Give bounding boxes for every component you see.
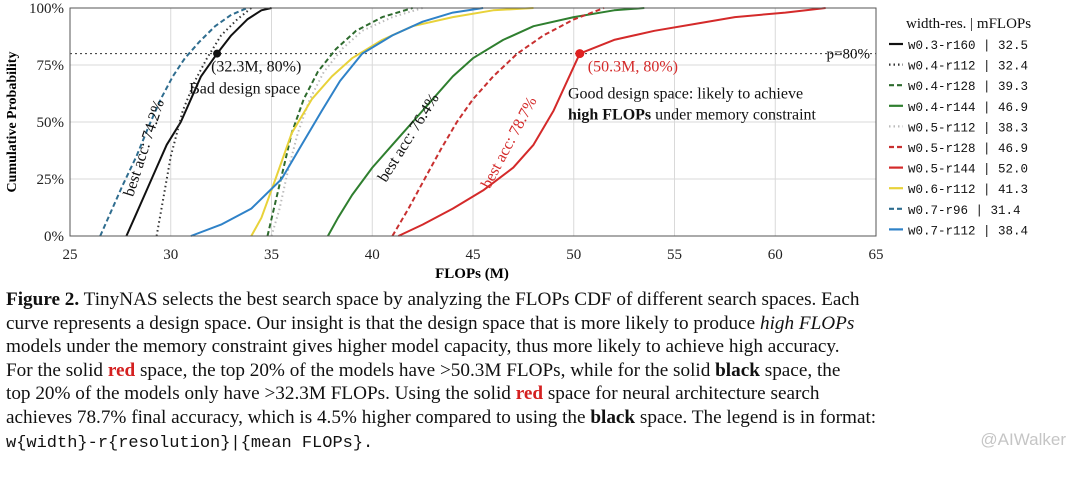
- watermark: @AIWalker: [980, 430, 1066, 449]
- caption-text: space. The legend is in format:: [635, 406, 877, 428]
- y-tick-label: 0%: [44, 229, 64, 245]
- caption-text: space, the: [759, 359, 841, 381]
- series-line-9: [190, 7, 484, 237]
- caption-mono: w{width}-r{resolution}|{mean FLOPs}.: [6, 433, 374, 453]
- legend-label-3: w0.4-r144 | 46.9: [908, 101, 1028, 115]
- caption-italic: high FLOPs: [759, 312, 855, 334]
- legend-label-0: w0.3-r160 | 32.5: [908, 39, 1028, 53]
- annotation-best-acc-2: best acc: 78.7%: [478, 94, 540, 191]
- plot-frame: [69, 7, 877, 237]
- series-line-6: [397, 7, 826, 237]
- annotations: (32.3M, 80%) Bad design space (50.3M, 80%)…: [121, 49, 817, 199]
- legend-label-9: w0.7-r112 | 38.4: [908, 224, 1028, 238]
- y-tick-label: 50%: [37, 115, 65, 131]
- caption-line: Figure 2. TinyNAS selects the best searc…: [6, 288, 1074, 312]
- series-line-1: [155, 7, 252, 237]
- x-tick-label: 40: [365, 247, 380, 263]
- axis-ticks: 25 30 35 40 45 50 55 60 65 0% 25% 50% 75% 100%: [29, 1, 884, 263]
- series-line-7: [250, 7, 534, 237]
- annotation-black-point: (32.3M, 80%): [211, 59, 301, 76]
- caption-text: space for neural architecture search: [543, 383, 820, 405]
- legend-label-6: w0.5-r144 | 52.0: [908, 163, 1028, 177]
- caption-text: models under the memory constraint gives…: [6, 336, 840, 358]
- legend-label-7: w0.6-r112 | 41.3: [908, 183, 1028, 197]
- caption-text: curve represents a design space. Our ins…: [6, 312, 760, 334]
- annotation-bold: high FLOPs: [568, 107, 651, 124]
- annotation-bad-design: Bad design space: [189, 81, 300, 98]
- legend-label-1: w0.4-r112 | 32.4: [908, 60, 1028, 74]
- annotation-good-design-line2: high FLOPs under memory constraint: [568, 107, 817, 124]
- y-tick-label: 25%: [37, 172, 65, 188]
- legend: width-res. | mFLOPs w0.3-r160 | 32.5 w0.4-…: [889, 16, 1031, 238]
- x-tick-label: 55: [667, 247, 682, 263]
- caption-text: achieves 78.7% final accuracy, which is …: [6, 406, 591, 428]
- series-line-0: [125, 7, 272, 237]
- caption-text: TinyNAS selects the best search space by…: [79, 289, 860, 310]
- caption-figure-label: Figure 2.: [6, 289, 80, 310]
- caption-black: black: [715, 359, 760, 381]
- x-tick-label: 30: [163, 247, 178, 263]
- annotation-red-point: (50.3M, 80%): [588, 59, 678, 76]
- x-tick-label: 60: [768, 247, 783, 263]
- caption-line: top 20% of the models only have >32.3M F…: [6, 382, 1074, 406]
- caption-line: achieves 78.7% final accuracy, which is …: [6, 406, 1074, 430]
- legend-label-8: w0.7-r96 | 31.4: [908, 204, 1021, 218]
- annotation-best-acc-1: best acc: 76.4%: [375, 91, 443, 186]
- caption-text: space, the top 20% of the models have >5…: [135, 359, 716, 381]
- legend-label-4: w0.5-r112 | 38.3: [908, 121, 1028, 135]
- x-tick-label: 45: [466, 247, 481, 263]
- caption-red: red: [515, 383, 544, 405]
- reference-line-p80: p=80%: [70, 47, 876, 63]
- y-tick-label: 75%: [37, 58, 65, 74]
- legend-label-5: w0.5-r128 | 46.9: [908, 142, 1028, 156]
- y-axis-label: Cumulative Probability: [5, 52, 20, 193]
- reference-line-label: p=80%: [827, 47, 870, 63]
- x-tick-label: 50: [566, 247, 581, 263]
- marker-red: [575, 49, 585, 59]
- series-line-2: [266, 7, 413, 237]
- caption-text: For the solid: [6, 359, 108, 381]
- caption-text: top 20% of the models only have >32.3M F…: [6, 383, 516, 405]
- x-tick-label: 65: [869, 247, 884, 263]
- flops-cdf-chart: p=80% 25 30 35 40 45 50 55 60 650%25%50%75%100% …: [5, 1, 1031, 282]
- caption-line: For the solid red space, the top 20% of …: [6, 359, 1074, 383]
- series-line-4: [270, 7, 423, 237]
- y-tick-label: 100%: [29, 1, 64, 17]
- caption-red: red: [107, 359, 136, 381]
- legend-title: width-res. | mFLOPs: [906, 16, 1031, 32]
- x-tick-label: 35: [264, 247, 279, 263]
- caption-line: models under the memory constraint gives…: [6, 335, 1074, 359]
- series-line-3: [327, 7, 645, 237]
- annotation-good-design: Good design space: likely to achieve: [568, 86, 803, 103]
- caption-line: w{width}-r{resolution}|{mean FLOPs}.: [6, 430, 1074, 456]
- series-lines: [99, 7, 826, 237]
- marker-black: [213, 49, 222, 58]
- x-tick-label: 25: [63, 247, 78, 263]
- series-line-8: [99, 7, 248, 237]
- caption-line: curve represents a design space. Our ins…: [6, 312, 1074, 336]
- series-line-5: [391, 7, 605, 237]
- figure-caption: Figure 2. TinyNAS selects the best searc…: [6, 288, 1074, 455]
- annotation-normal: under memory constraint: [651, 107, 816, 124]
- x-axis-label: FLOPs (M): [435, 266, 509, 282]
- caption-black: black: [590, 406, 636, 428]
- legend-label-2: w0.4-r128 | 39.3: [908, 80, 1028, 94]
- annotation-best-acc-0: best acc: 74.2%: [121, 97, 168, 198]
- plot-axes: [69, 7, 877, 237]
